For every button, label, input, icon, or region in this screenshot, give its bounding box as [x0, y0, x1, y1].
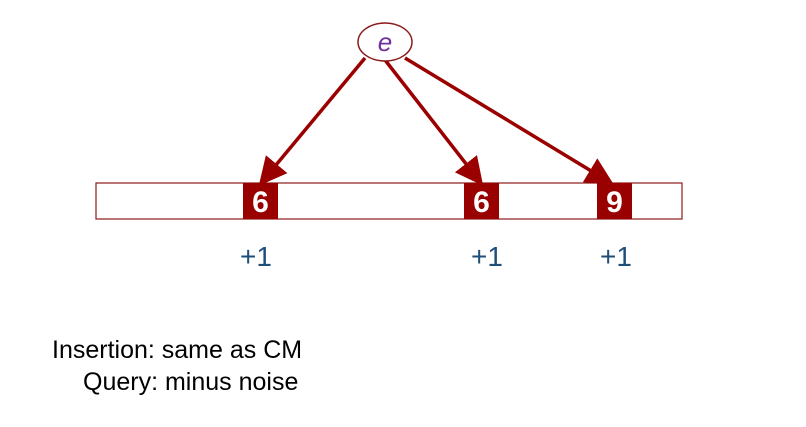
- hash-arrow-3: [405, 58, 611, 183]
- increment-label-2: +1: [471, 241, 503, 272]
- caption-query: Query: minus noise: [83, 368, 298, 397]
- caption-insertion: Insertion: same as CM: [52, 336, 302, 365]
- increment-label-1: +1: [240, 241, 272, 272]
- counter-array: [96, 183, 682, 219]
- element-label: e: [378, 27, 392, 57]
- counter-cell-3-value: 9: [606, 186, 623, 219]
- increment-label-3: +1: [600, 241, 632, 272]
- counter-cell-2-value: 6: [473, 186, 490, 219]
- hash-arrow-1: [261, 58, 365, 183]
- hash-arrow-2: [385, 60, 481, 183]
- counter-cell-1-value: 6: [252, 186, 269, 219]
